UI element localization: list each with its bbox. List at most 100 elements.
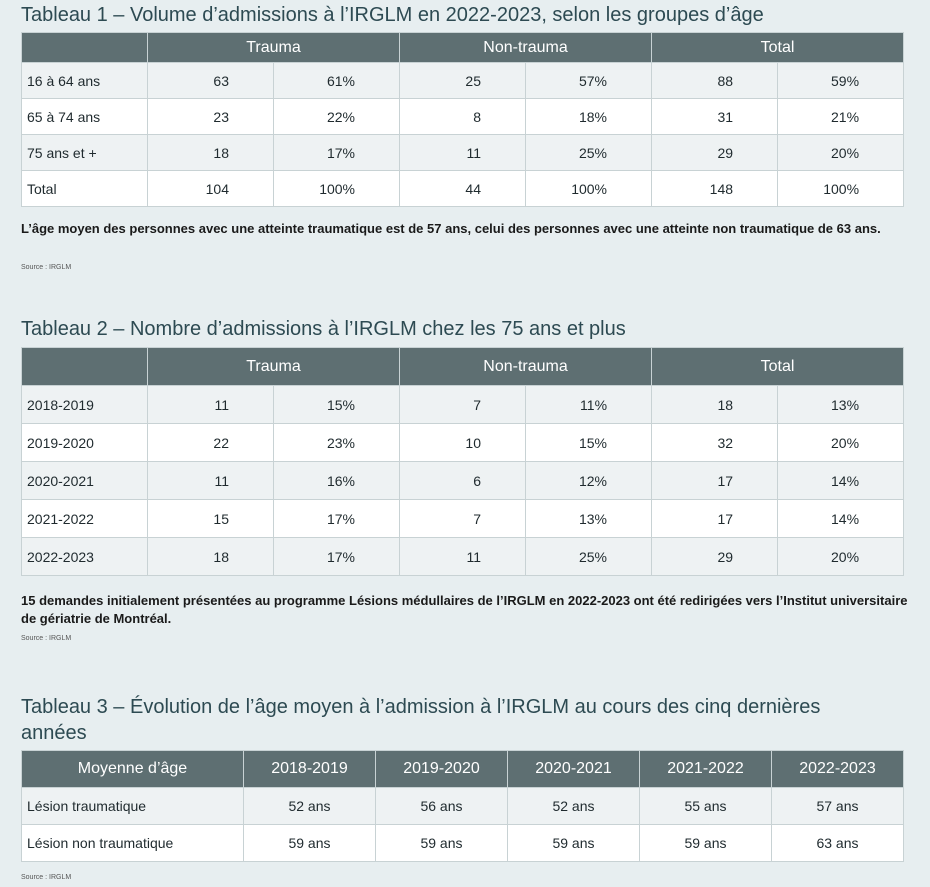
table1-header-trauma: Trauma [147, 32, 400, 63]
table2-header-non-trauma: Non-trauma [398, 347, 653, 386]
table2: Trauma Non-trauma Total 2018-2019 11 15%… [21, 347, 905, 576]
table-cell: 25% [524, 537, 653, 576]
table-cell: 104 [147, 170, 274, 207]
table-cell: 16% [273, 461, 400, 500]
table-cell: 52 ans [243, 787, 376, 825]
table-row: 2022-2023 18 17% 11 25% 29 20% [21, 537, 905, 576]
table-cell: 10 [399, 423, 526, 462]
table1-header-total: Total [651, 32, 905, 63]
table-cell: 56 ans [375, 787, 508, 825]
table-cell: 59 ans [639, 824, 772, 862]
table2-title: Tableau 2 – Nombre d’admissions à l’IRGL… [21, 318, 626, 340]
table-cell: 11 [147, 461, 274, 500]
table1-title: Tableau 1 – Volume d’admissions à l’IRGL… [21, 4, 764, 26]
table1-note: L’âge moyen des personnes avec une attei… [21, 221, 881, 236]
table-cell: 7 [399, 499, 526, 538]
table2-source: Source : IRGLM [21, 635, 72, 642]
table2-header-trauma: Trauma [147, 347, 400, 386]
table-cell: 25% [524, 134, 653, 171]
table-cell: 57% [524, 62, 653, 99]
table-cell: 22 [147, 423, 274, 462]
table-cell: 31 [651, 98, 779, 135]
table-cell: 12% [524, 461, 653, 500]
row-label: 2020-2021 [21, 461, 148, 500]
table-cell: 29 [651, 537, 779, 576]
table-row: 16 à 64 ans 63 61% 25 57% 88 59% [21, 62, 905, 99]
table-row: Lésion traumatique 52 ans 56 ans 52 ans … [21, 787, 904, 825]
table-cell: 20% [777, 537, 905, 576]
table1: Trauma Non-trauma Total 16 à 64 ans 63 6… [21, 32, 905, 207]
table-row: 2020-2021 11 16% 6 12% 17 14% [21, 461, 905, 500]
row-label: 75 ans et + [21, 134, 148, 171]
table-cell: 11 [399, 134, 526, 171]
row-label: 16 à 64 ans [21, 62, 148, 99]
row-label: 65 à 74 ans [21, 98, 148, 135]
table-row: 2021-2022 15 17% 7 13% 17 14% [21, 499, 905, 538]
table1-header-empty [21, 32, 148, 63]
table2-header-row: Trauma Non-trauma Total [21, 347, 905, 386]
table-cell: 29 [651, 134, 779, 171]
table-cell: 23% [273, 423, 400, 462]
row-label: 2019-2020 [21, 423, 148, 462]
table-cell: 63 ans [771, 824, 904, 862]
table-cell: 100% [524, 170, 653, 207]
table-cell: 14% [777, 499, 905, 538]
row-label: 2022-2023 [21, 537, 148, 576]
table-cell: 32 [651, 423, 779, 462]
table-cell: 61% [273, 62, 400, 99]
table1-header-row: Trauma Non-trauma Total [21, 32, 905, 63]
table-cell: 25 [399, 62, 526, 99]
table3-header-year: 2020-2021 [507, 750, 640, 788]
table-row: Lésion non traumatique 59 ans 59 ans 59 … [21, 824, 904, 862]
table3-title: Tableau 3 – Évolution de l’âge moyen à l… [21, 696, 821, 744]
table-cell: 55 ans [639, 787, 772, 825]
row-label: Total [21, 170, 148, 207]
table2-header-empty [21, 347, 148, 386]
row-label: 2018-2019 [21, 385, 148, 424]
table-cell: 18 [651, 385, 779, 424]
table-cell: 17% [273, 499, 400, 538]
table-cell: 11 [147, 385, 274, 424]
table-row: 2018-2019 11 15% 7 11% 18 13% [21, 385, 905, 424]
table-cell: 18 [147, 134, 274, 171]
row-label: Lésion traumatique [21, 787, 244, 825]
table1-source: Source : IRGLM [21, 264, 72, 271]
table-cell: 20% [777, 423, 905, 462]
table-cell: 15 [147, 499, 274, 538]
row-label: Lésion non traumatique [21, 824, 244, 862]
row-label: 2021-2022 [21, 499, 148, 538]
table-cell: 100% [777, 170, 905, 207]
table-cell: 57 ans [771, 787, 904, 825]
table-cell: 18% [524, 98, 653, 135]
table3: Moyenne d’âge 2018-2019 2019-2020 2020-2… [21, 750, 904, 862]
table-cell: 23 [147, 98, 274, 135]
table-cell: 17% [273, 134, 400, 171]
table-cell: 14% [777, 461, 905, 500]
table-cell: 59 ans [507, 824, 640, 862]
table-cell: 17 [651, 461, 779, 500]
table-cell: 22% [273, 98, 400, 135]
table-cell: 17 [651, 499, 779, 538]
table1-header-non-trauma: Non-trauma [398, 32, 653, 63]
table-cell: 63 [147, 62, 274, 99]
table-cell: 15% [273, 385, 400, 424]
table-cell: 52 ans [507, 787, 640, 825]
table-cell: 7 [399, 385, 526, 424]
table2-header-total: Total [651, 347, 905, 386]
table-cell: 17% [273, 537, 400, 576]
table-cell: 148 [651, 170, 779, 207]
table-row: 2019-2020 22 23% 10 15% 32 20% [21, 423, 905, 462]
table-row: Total 104 100% 44 100% 148 100% [21, 170, 905, 207]
table-cell: 21% [777, 98, 905, 135]
table-cell: 11% [524, 385, 653, 424]
table3-header-year: 2022-2023 [771, 750, 904, 788]
table-cell: 44 [399, 170, 526, 207]
table3-header-label: Moyenne d’âge [21, 750, 244, 788]
table-row: 65 à 74 ans 23 22% 8 18% 31 21% [21, 98, 905, 135]
table-cell: 88 [651, 62, 779, 99]
table-cell: 59% [777, 62, 905, 99]
table-cell: 13% [777, 385, 905, 424]
table3-header-row: Moyenne d’âge 2018-2019 2019-2020 2020-2… [21, 750, 904, 788]
table-cell: 18 [147, 537, 274, 576]
table3-header-year: 2021-2022 [639, 750, 772, 788]
